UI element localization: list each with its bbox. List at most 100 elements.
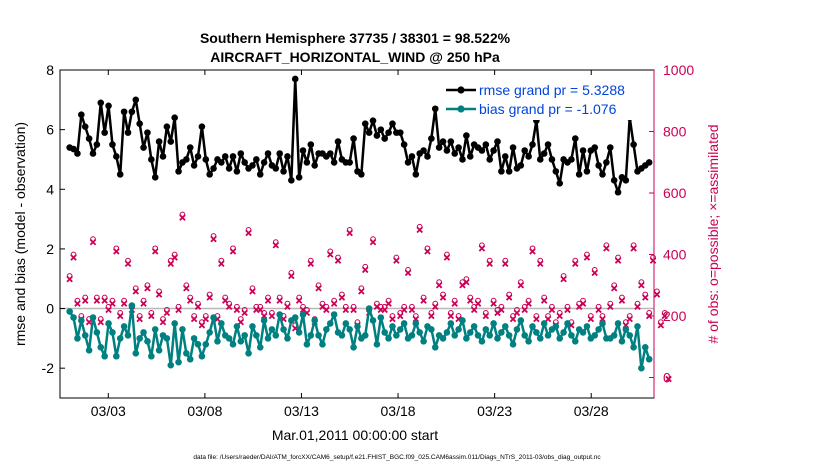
bias-point <box>634 323 641 330</box>
bias-point <box>463 335 470 342</box>
rmse-point <box>229 153 237 160</box>
obs-assimilated-point <box>256 306 264 314</box>
bias-point <box>323 326 330 333</box>
rmse-point <box>645 159 653 166</box>
obs-assimilated-point <box>435 282 443 289</box>
bias-point <box>66 308 73 315</box>
obs-assimilated-point <box>587 315 595 323</box>
obs-assimilated-point <box>385 300 392 307</box>
bias-point <box>536 335 544 342</box>
rmse-point <box>583 168 591 175</box>
rmse-point <box>116 171 124 178</box>
bias-point <box>455 326 462 333</box>
bias-point <box>326 320 334 327</box>
bias-point <box>124 332 132 339</box>
rmse-point <box>610 177 618 184</box>
rmse-point <box>210 165 217 172</box>
obs-assimilated-point <box>420 297 427 304</box>
rmse-point <box>365 129 373 136</box>
obs-assimilated-point <box>467 297 474 304</box>
rmse-point <box>330 159 338 166</box>
obs-assimilated-point <box>116 312 124 320</box>
y-right-tick-label: 600 <box>663 185 687 201</box>
rmse-point <box>447 138 455 145</box>
bias-point <box>144 338 151 345</box>
bias-point <box>256 344 264 351</box>
obs-assimilated-point <box>167 260 175 267</box>
obs-assimilated-point <box>175 306 182 314</box>
obs-assimilated-point <box>288 272 295 280</box>
obs-assimilated-point <box>486 260 493 267</box>
obs-assimilated-point <box>447 312 455 320</box>
rmse-point <box>424 153 431 160</box>
rmse-point <box>579 147 587 154</box>
obs-assimilated-point <box>649 257 657 264</box>
rmse-point <box>404 159 412 166</box>
rmse-point <box>264 150 272 157</box>
bias-point <box>564 320 571 327</box>
obs-assimilated-point <box>323 306 330 314</box>
rmse-point <box>78 111 85 119</box>
rmse-point <box>455 144 462 151</box>
bias-point <box>190 335 198 342</box>
bias-point <box>249 323 256 330</box>
bias-point <box>171 320 178 327</box>
obs-assimilated-point <box>533 315 540 323</box>
bias-point <box>431 344 439 351</box>
obs-assimilated-point <box>362 266 369 274</box>
obs-assimilated-point <box>451 300 458 307</box>
rmse-point <box>501 153 509 160</box>
rmse-point <box>459 156 466 163</box>
y-left-tick-label: 2 <box>46 241 54 257</box>
bias-point <box>307 332 315 339</box>
obs-assimilated-point <box>369 238 377 246</box>
obs-assimilated-point <box>389 315 396 323</box>
bias-point <box>428 326 435 333</box>
obs-assimilated-point <box>295 297 303 304</box>
rmse-point <box>494 138 501 145</box>
rmse-point <box>350 135 357 142</box>
rmse-point <box>233 168 241 175</box>
rmse-point <box>591 144 599 151</box>
x-tick-label: 03/18 <box>381 403 416 419</box>
obs-assimilated-point <box>136 315 143 323</box>
bias-point <box>260 317 268 324</box>
obs-assimilated-point <box>645 312 653 320</box>
obs-assimilated-point <box>443 254 451 261</box>
legend-rmse-marker <box>457 86 465 94</box>
rmse-point <box>159 153 167 160</box>
y-left-tick-label: 8 <box>46 62 54 78</box>
x-axis-label: Mar.01,2011 00:00:00 start <box>272 427 438 443</box>
bias-point <box>361 332 369 339</box>
rmse-point <box>272 165 280 172</box>
bias-point <box>498 329 505 336</box>
rmse-point <box>439 138 447 145</box>
bias-point <box>210 314 217 321</box>
rmse-point <box>568 156 575 163</box>
obs-assimilated-point <box>513 309 521 317</box>
obs-assimilated-point <box>560 275 567 283</box>
obs-assimilated-point <box>124 260 132 267</box>
obs-assimilated-point <box>583 254 591 261</box>
obs-assimilated-point <box>93 297 101 304</box>
legend-rmse-label: rmse grand pr = 5.3288 <box>479 82 625 98</box>
bias-point <box>291 314 299 321</box>
rmse-point <box>603 159 610 166</box>
legend-bias-marker <box>457 105 465 113</box>
bias-point <box>614 320 622 327</box>
bias-point <box>78 317 85 324</box>
rmse-point <box>536 156 544 163</box>
bias-point <box>276 311 283 318</box>
rmse-point <box>478 147 486 154</box>
obs-assimilated-point <box>105 306 112 314</box>
obs-assimilated-point <box>505 294 513 301</box>
bias-point <box>105 320 112 327</box>
obs-assimilated-point <box>630 245 637 252</box>
bias-point <box>140 329 147 336</box>
rmse-point <box>241 159 248 166</box>
bias-point <box>132 349 140 357</box>
bias-point <box>396 326 404 333</box>
rmse-point <box>346 159 353 166</box>
bias-point <box>194 341 202 348</box>
